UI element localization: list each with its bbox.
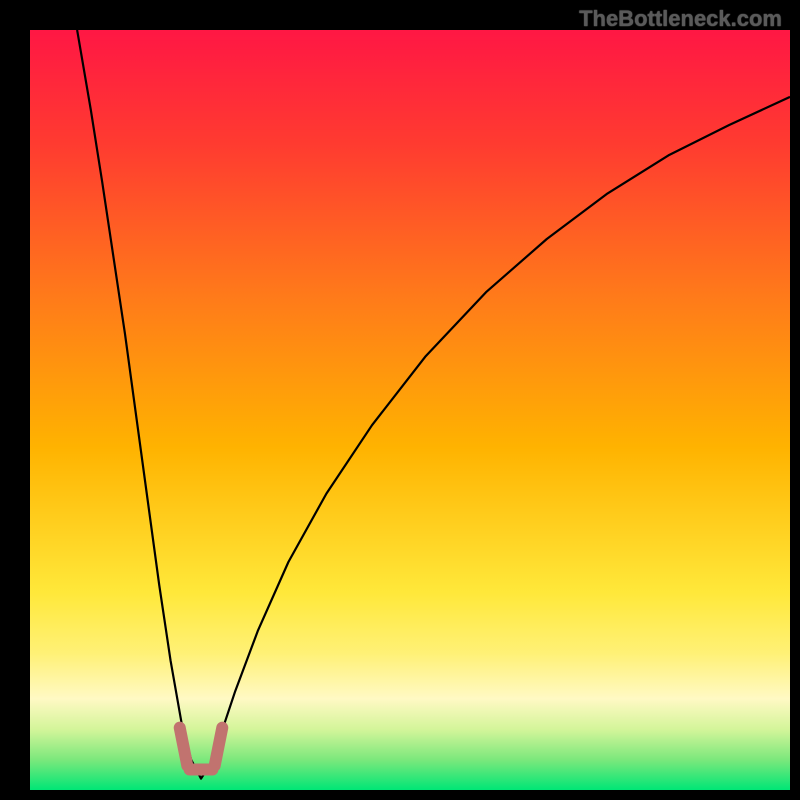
optimal-zone-marker — [215, 728, 223, 766]
chart-svg — [30, 30, 790, 790]
gradient-background — [30, 30, 790, 790]
optimal-zone-marker — [180, 728, 188, 766]
watermark-text: TheBottleneck.com — [579, 6, 782, 32]
plot-area — [30, 30, 790, 790]
